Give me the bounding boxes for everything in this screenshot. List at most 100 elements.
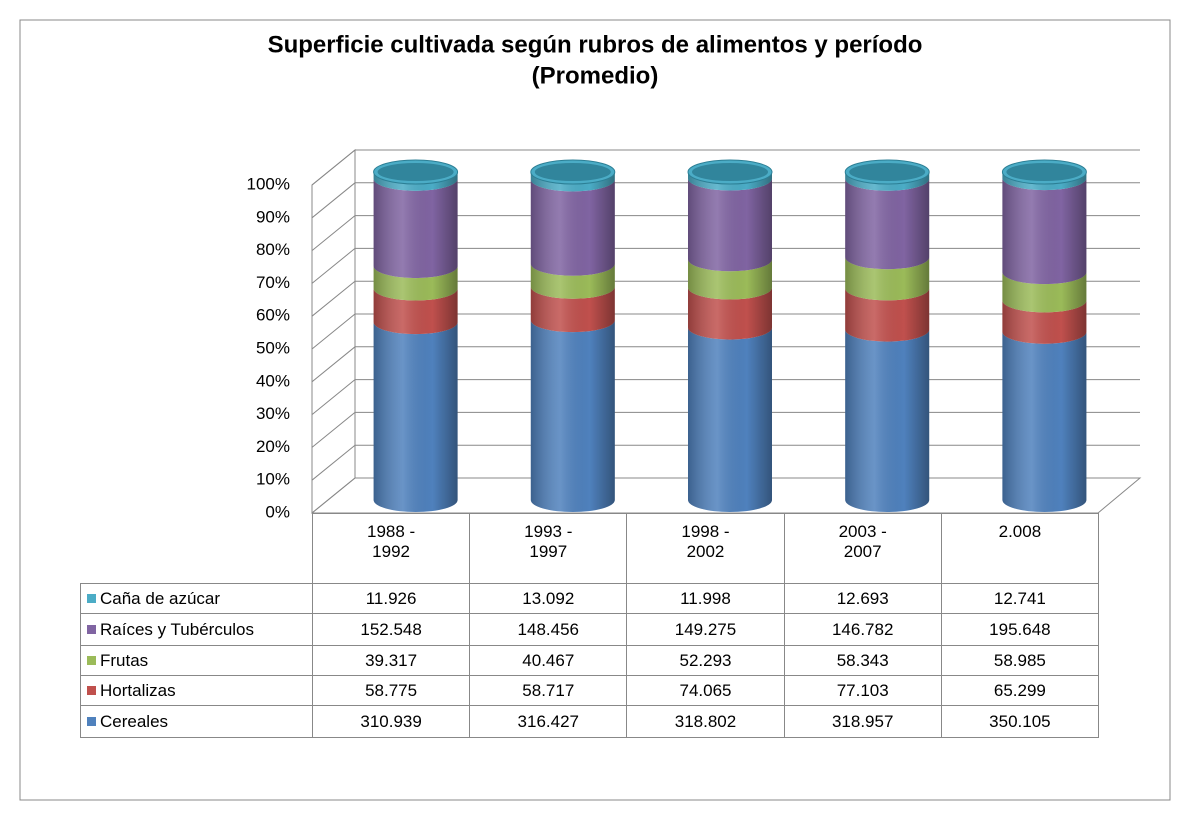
cell-text: 12.741 bbox=[993, 588, 1046, 608]
cylinder-top-inner bbox=[849, 163, 926, 181]
table-value: 11.998 bbox=[626, 583, 785, 614]
table-value: 11.926 bbox=[312, 583, 471, 614]
table-header-cell: 2.008 bbox=[940, 513, 1099, 584]
table-header-cell: 1998 - 2002 bbox=[626, 513, 785, 584]
cylinder-top-inner bbox=[377, 163, 454, 181]
y-tick-label: 20% bbox=[256, 437, 290, 456]
table-value: 318.802 bbox=[626, 705, 785, 738]
cylinder bbox=[687, 159, 773, 512]
cylinder-top-inner bbox=[1006, 163, 1083, 181]
cell-text: 58.775 bbox=[365, 680, 418, 700]
table-value: 52.293 bbox=[626, 645, 785, 676]
table-header-cell: 1993 - 1997 bbox=[469, 513, 628, 584]
cylinder-shade bbox=[845, 172, 930, 512]
cell-text: 318.802 bbox=[674, 711, 737, 731]
grid-line bbox=[311, 149, 1140, 186]
y-tick-label: 40% bbox=[256, 371, 290, 390]
y-tick-label: 80% bbox=[256, 240, 290, 259]
cell-text: 1988 - 1992 bbox=[366, 522, 416, 561]
table-value: 149.275 bbox=[626, 613, 785, 646]
table-value: 58.717 bbox=[469, 675, 628, 706]
cell-text: 148.456 bbox=[517, 619, 579, 639]
y-tick-label: 0% bbox=[265, 502, 290, 521]
table-value: 350.105 bbox=[940, 705, 1099, 738]
cell-text: 152.548 bbox=[360, 619, 422, 639]
legend-entry: Hortalizas bbox=[80, 675, 313, 706]
cylinder bbox=[530, 159, 616, 512]
y-tick-label: 90% bbox=[256, 207, 290, 226]
legend-key bbox=[87, 625, 96, 634]
table-value: 195.648 bbox=[940, 613, 1099, 646]
table-value: 12.741 bbox=[940, 583, 1099, 614]
cylinder-shade bbox=[373, 172, 458, 512]
table-value: 77.103 bbox=[783, 675, 942, 706]
table-value: 148.456 bbox=[469, 613, 628, 646]
cell-text: 2003 - 2007 bbox=[838, 522, 887, 561]
cylinder bbox=[373, 159, 459, 512]
table-header-cell: 1988 - 1992 bbox=[312, 513, 471, 584]
table-value: 65.299 bbox=[940, 675, 1099, 706]
legend-label: Raíces y Tubérculos bbox=[100, 619, 255, 639]
table-value: 310.939 bbox=[312, 705, 471, 738]
y-tick-label: 70% bbox=[256, 273, 290, 292]
cell-text: 1993 - 1997 bbox=[524, 522, 573, 561]
cell-text: 40.467 bbox=[522, 650, 575, 670]
cylinder-top-inner bbox=[692, 163, 768, 181]
cell-text: 12.693 bbox=[836, 588, 889, 608]
cell-text: 316.427 bbox=[517, 711, 579, 731]
cell-text: 77.103 bbox=[836, 680, 889, 700]
cell-text: 65.299 bbox=[993, 680, 1046, 700]
y-tick-label: 100% bbox=[247, 174, 290, 193]
cell-text: 58.343 bbox=[836, 650, 889, 670]
table-value: 13.092 bbox=[469, 583, 628, 614]
legend-key bbox=[87, 686, 96, 695]
cell-text: 52.293 bbox=[679, 650, 732, 670]
cell-text: 350.105 bbox=[989, 711, 1051, 731]
legend-label: Cereales bbox=[100, 711, 169, 731]
y-tick-label: 60% bbox=[256, 306, 290, 325]
cylinder bbox=[844, 159, 930, 512]
cell-text: 318.957 bbox=[831, 711, 894, 731]
cell-text: 11.998 bbox=[680, 588, 731, 608]
cell-text: 58.985 bbox=[993, 650, 1046, 670]
table-value: 316.427 bbox=[469, 705, 628, 738]
legend-key bbox=[87, 656, 96, 665]
table-header-cell: 2003 - 2007 bbox=[783, 513, 942, 584]
legend-label: Frutas bbox=[100, 650, 149, 670]
legend-label: Hortalizas bbox=[100, 680, 176, 700]
table-value: 12.693 bbox=[783, 583, 942, 614]
legend-entry: Cereales bbox=[80, 705, 313, 738]
table-value: 58.775 bbox=[312, 675, 471, 706]
table-value: 152.548 bbox=[312, 613, 471, 646]
y-tick-label: 10% bbox=[256, 470, 290, 489]
table-value: 74.065 bbox=[626, 675, 785, 706]
legend-label: Caña de azúcar bbox=[100, 588, 221, 608]
cylinder-shade bbox=[1002, 172, 1087, 512]
cell-text: 58.717 bbox=[522, 680, 575, 700]
legend-entry: Frutas bbox=[80, 645, 313, 676]
legend-entry: Caña de azúcar bbox=[80, 583, 313, 614]
table-value: 318.957 bbox=[783, 705, 942, 738]
table-value: 58.343 bbox=[783, 645, 942, 676]
cell-text: 146.782 bbox=[831, 619, 894, 639]
cylinder-top-inner bbox=[534, 163, 611, 181]
y-tick-label: 30% bbox=[256, 404, 290, 423]
table-value: 40.467 bbox=[469, 645, 628, 676]
cell-text: 1998 - 2002 bbox=[681, 522, 730, 561]
cell-text: 39.317 bbox=[365, 650, 418, 670]
y-tick-label: 50% bbox=[256, 338, 290, 357]
cell-text: 149.275 bbox=[674, 619, 737, 639]
chart-title: Superficie cultivada según rubros de ali… bbox=[268, 31, 923, 58]
cylinder bbox=[1001, 159, 1087, 512]
cell-text: 11.926 bbox=[365, 588, 417, 608]
cell-text: 13.092 bbox=[522, 588, 575, 608]
cell-text: 310.939 bbox=[360, 711, 422, 731]
cell-text: 195.648 bbox=[989, 619, 1051, 639]
chart-subtitle: (Promedio) bbox=[532, 62, 659, 89]
cell-text: 2.008 bbox=[998, 522, 1042, 541]
legend-key bbox=[87, 717, 96, 726]
table-value: 58.985 bbox=[940, 645, 1099, 676]
legend-key bbox=[87, 594, 96, 603]
